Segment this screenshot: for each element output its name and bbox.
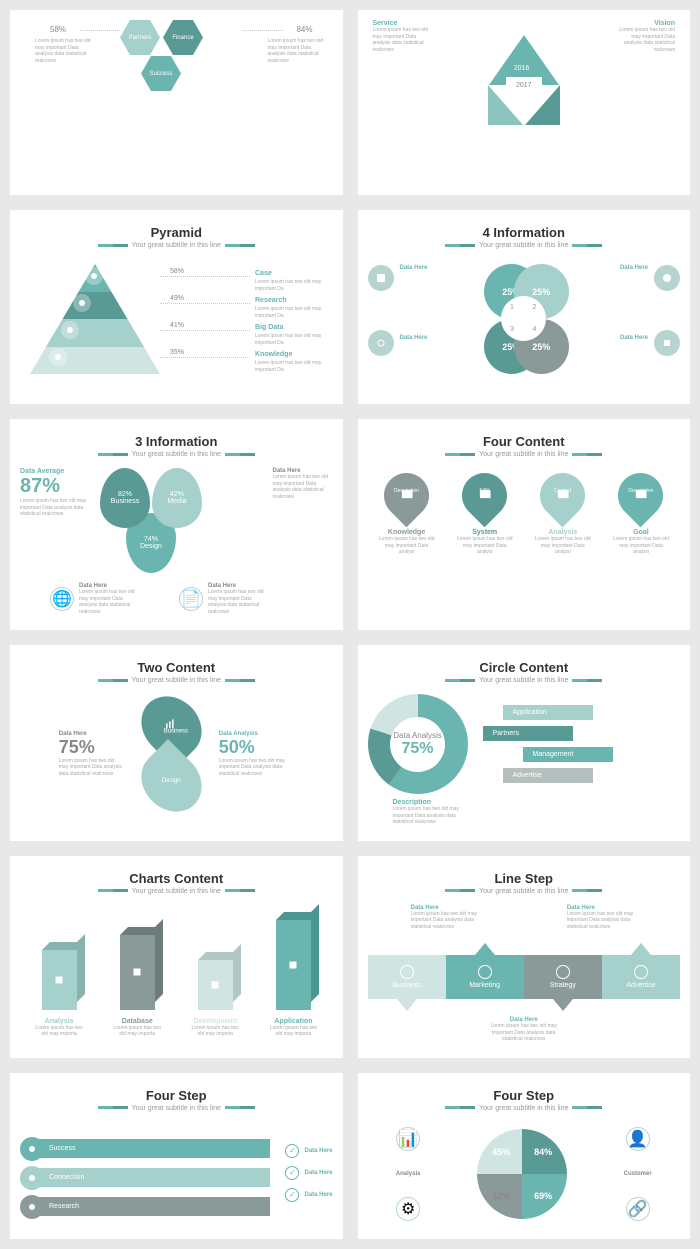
hex-success: Success: [141, 56, 181, 91]
card-four-step-pie: Four Step Your great subtitle in this li…: [358, 1073, 691, 1239]
side-icon-tl: [368, 265, 394, 291]
hex-partners: Partners: [120, 20, 160, 55]
process-icon: ⚙: [396, 1197, 420, 1221]
pie-chart: 45% 84% 32% 69%: [477, 1129, 567, 1219]
side-icon-bl: [368, 330, 394, 356]
card-hexagon: Partners Finance Success 58% 84% Lorem i…: [10, 10, 343, 195]
tag-Advertise: Advertise: [503, 768, 593, 783]
tag-Application: Application: [503, 705, 593, 720]
donut-chart: Data Analysis75%: [368, 694, 468, 794]
pin-Knowledge: Description Knowledge Lorem ipsum has tw…: [377, 473, 437, 556]
fbar-Success: Success: [20, 1137, 270, 1161]
step-Strategy: Strategy: [524, 955, 602, 999]
hex-finance: Finance: [163, 20, 203, 55]
hex-pct-left: 58%: [50, 25, 66, 34]
pin-Analysis: Contact Analysis Lorem ipsum has two old…: [533, 473, 593, 556]
bar-Database: [120, 935, 155, 1010]
drop-1: 82%Business: [100, 468, 150, 528]
step-Advertise: Advertise: [602, 955, 680, 999]
customer-icon: 👤: [626, 1127, 650, 1151]
card-charts: Charts Content Your great subtitle in th…: [10, 856, 343, 1058]
hex-desc-r: Lorem ipsum has two old may important Da…: [268, 38, 328, 64]
fbar-Research: Research: [20, 1195, 270, 1219]
card-3info: 3 Information Your great subtitle in thi…: [10, 419, 343, 630]
analysis-icon: 📊: [396, 1127, 420, 1151]
step-Business: Business: [368, 955, 446, 999]
card-tri-years: 2016 2017 ServiceLorem ipsum has two old…: [358, 10, 691, 195]
check-icon: ✓: [285, 1144, 299, 1158]
side-icon-tr: [654, 265, 680, 291]
bar-Analysis: [42, 950, 77, 1010]
card-circle: Circle Content Your great subtitle in th…: [358, 645, 691, 841]
fbar-Connection: Connection: [20, 1166, 270, 1190]
tag-Management: Management: [523, 747, 613, 762]
pyramid-title: Pyramid: [20, 225, 333, 240]
pin-Goal: Description Goal Lorem ipsum has two old…: [611, 473, 671, 556]
card-pyramid: Pyramid Your great subtitle in this line…: [10, 210, 343, 404]
link-icon: 🔗: [626, 1197, 650, 1221]
doc-icon: 📄: [179, 587, 203, 611]
card-line-step: Line Step Your great subtitle in this li…: [358, 856, 691, 1058]
template-grid: Partners Finance Success 58% 84% Lorem i…: [10, 10, 690, 1239]
step-Marketing: Marketing: [446, 955, 524, 999]
tag-Partners: Partners: [483, 726, 573, 741]
two-drop-2: Design: [129, 739, 214, 824]
pin-System: 64% System Lorem ipsum has two old may i…: [455, 473, 515, 556]
drop-2: 42%Media: [152, 468, 202, 528]
globe-icon: 🌐: [50, 587, 74, 611]
side-icon-br: [654, 330, 680, 356]
hex-desc-l: Lorem ipsum has two old may important Da…: [35, 38, 95, 64]
card-four-content: Four Content Your great subtitle in this…: [358, 419, 691, 630]
petals: 25% 25% 25% 25% 1234: [459, 259, 589, 379]
hex-pct-right: 84%: [296, 25, 312, 34]
bar-Development: [198, 960, 233, 1010]
bar-Application: [276, 920, 311, 1010]
card-4info: 4 Information Your great subtitle in thi…: [358, 210, 691, 404]
card-two-content: Two Content Your great subtitle in this …: [10, 645, 343, 841]
pyramid-sub: Your great subtitle in this line: [20, 242, 333, 249]
card-four-step: Four Step Your great subtitle in this li…: [10, 1073, 343, 1239]
